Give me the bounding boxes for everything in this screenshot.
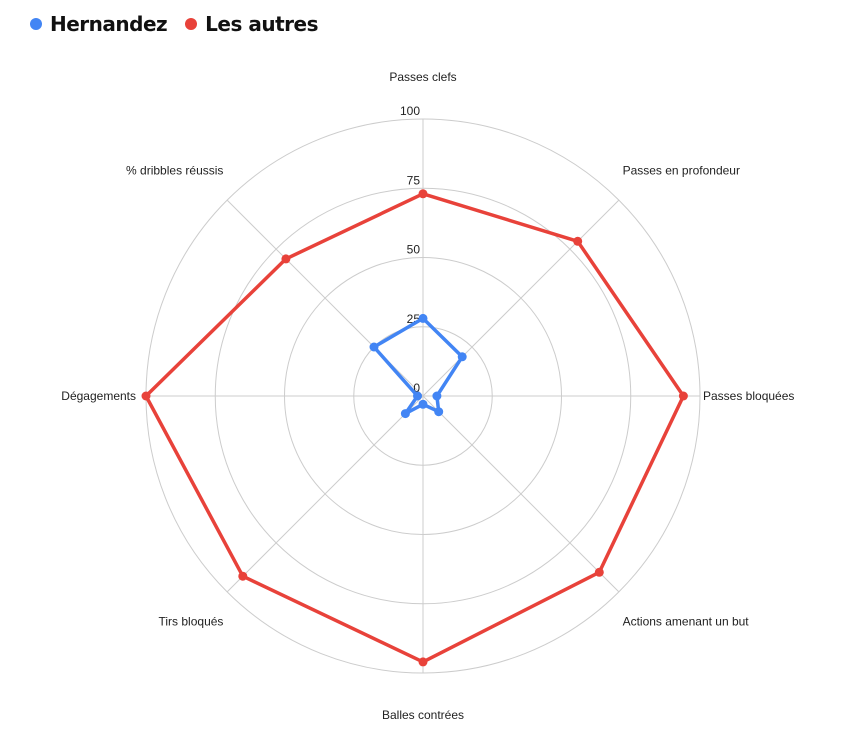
axis-label-0: Passes clefs [389,70,456,84]
tick-label-0: 0 [413,381,420,395]
grid-spoke-3 [422,395,620,593]
axis-label-1: Passes en profondeur [623,163,740,177]
series-1-point-0 [418,189,428,199]
axis-label-7: % dribbles réussis [126,163,223,177]
legend-marker-hernandez [30,18,42,30]
axis-label-5: Tirs bloqués [159,615,224,629]
legend: Hernandez Les autres [30,12,318,36]
legend-marker-les-autres [185,18,198,30]
tick-label-4: 100 [400,104,420,118]
series-0-point-3 [434,407,444,417]
series-0-point-4 [418,399,428,409]
series-0-point-7 [369,342,379,352]
axis-label-4: Balles contrées [382,708,464,722]
series-1-point-5 [238,571,248,581]
tick-label-2: 50 [407,243,421,257]
series-0-point-6 [413,391,422,401]
grid-spoke-5 [226,395,424,593]
series-0-point-5 [400,409,410,419]
axis-label-2: Passes bloquées [703,389,794,403]
series-1-point-6 [141,391,151,401]
radar-grid [145,118,701,674]
series-1-point-4 [418,657,428,667]
axis-label-6: Dégagements [61,389,136,403]
radar-series [141,189,688,667]
legend-item-les-autres[interactable]: Les autres [185,12,318,36]
series-0-point-0 [418,313,428,323]
legend-label-hernandez: Hernandez [50,12,168,36]
axis-label-3: Actions amenant un but [623,615,750,629]
series-0-point-2 [432,391,442,401]
grid-spoke-1 [422,199,620,397]
tick-label-3: 75 [407,173,421,187]
legend-item-hernandez[interactable]: Hernandez [30,12,168,36]
series-1-point-1 [573,236,583,246]
legend-label-les-autres: Les autres [205,12,318,36]
series-1-point-7 [281,254,291,264]
series-1-point-3 [594,567,604,577]
radar-axis-labels: Passes clefs Passes en profondeur Passes b… [61,70,794,722]
series-1-point-2 [678,391,688,401]
series-0-point-1 [457,352,467,362]
